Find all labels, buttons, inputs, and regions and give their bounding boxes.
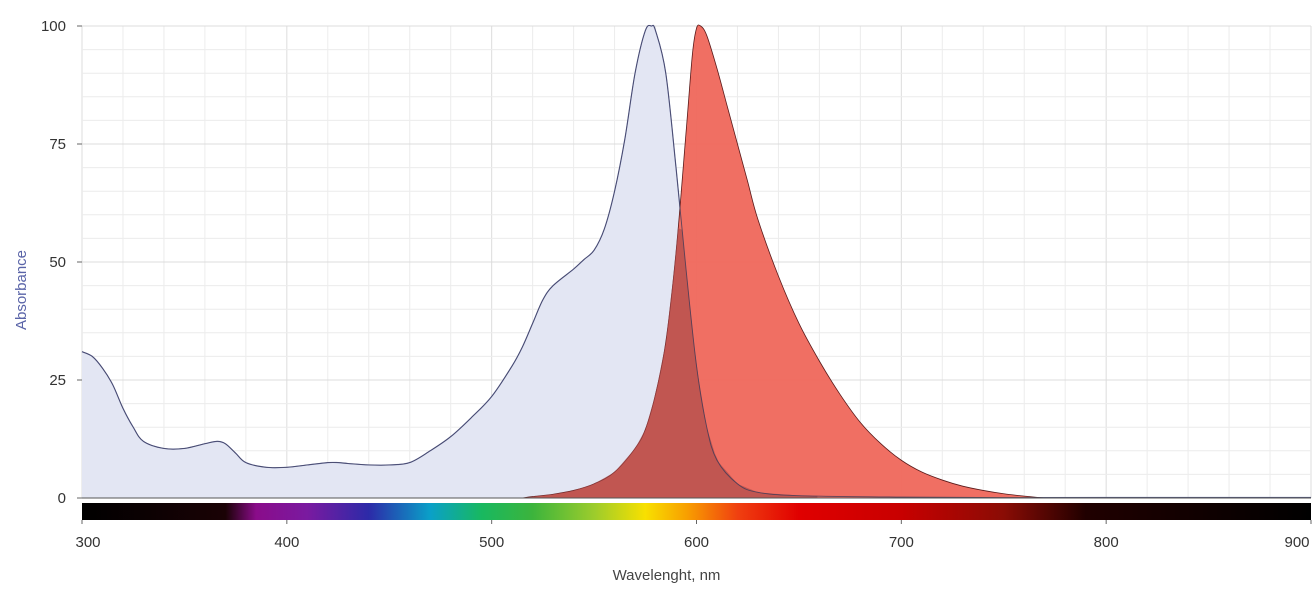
y-tick-label: 100 [41,18,66,35]
x-tick-labels: 300 400 500 600 700 800 900 [75,520,1312,551]
y-tick-label: 50 [49,254,66,271]
x-tick-label: 600 [684,534,709,551]
x-tick-label: 300 [75,534,100,551]
y-tick-label: 25 [49,372,66,389]
absorbance-outline [81,24,1311,499]
y-axis-title: Absorbance [13,250,30,330]
x-tick-label: 500 [479,534,504,551]
x-axis-title: Wavelenght, nm [613,567,721,584]
x-tick-label: 400 [274,534,299,551]
spectrum-bar [82,503,1311,520]
series-area-1 [522,24,1045,498]
overlap-area [522,228,818,498]
y-tick-label: 0 [58,490,66,507]
y-tick-labels: 0 25 50 75 100 [41,18,82,507]
series-layer [81,24,1311,499]
x-tick-label: 900 [1284,534,1309,551]
y-tick-label: 75 [49,136,66,153]
x-tick-label: 800 [1094,534,1119,551]
x-tick-label: 700 [889,534,914,551]
